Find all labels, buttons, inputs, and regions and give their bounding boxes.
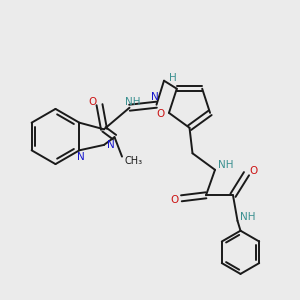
Text: NH: NH	[218, 160, 233, 170]
Text: NH: NH	[125, 97, 140, 107]
Text: O: O	[156, 110, 165, 119]
Text: O: O	[89, 97, 97, 107]
Text: CH₃: CH₃	[124, 156, 142, 166]
Text: NH: NH	[240, 212, 256, 222]
Text: H: H	[169, 73, 176, 83]
Text: N: N	[77, 152, 85, 162]
Text: O: O	[249, 166, 257, 176]
Text: N: N	[151, 92, 159, 102]
Text: N: N	[107, 140, 115, 150]
Text: O: O	[171, 195, 179, 205]
